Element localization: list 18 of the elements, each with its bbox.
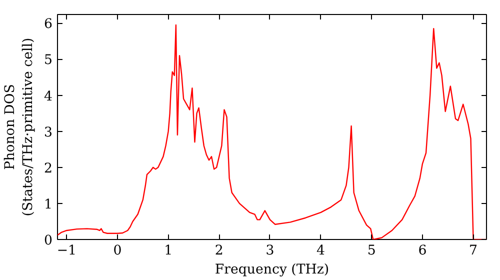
x-tick-label: 7 [469,244,478,258]
x-tick-label: −1 [56,244,76,258]
y-tick-label: 0 [44,234,53,248]
x-tick-label: 4 [316,244,326,258]
x-tick-label: 5 [367,244,376,258]
y-tick-label: 6 [44,17,53,32]
x-tick-label: 2 [214,244,224,258]
y-tick-label: 5 [44,53,53,68]
x-axis-title: Frequency (THz) [214,262,330,278]
x-tick-label: 3 [266,244,274,258]
y-axis-title: Phonon DOS (States/THz·primitive cell) [3,38,36,216]
x-tick-label: 6 [418,244,427,258]
y-tick-label: 4 [44,89,53,104]
y-tick-label: 2 [44,161,53,176]
y-tick-label: 3 [44,125,53,140]
x-tick-label: 1 [164,244,173,258]
x-tick-label: 0 [113,244,122,258]
y-tick-label: 1 [44,197,53,212]
